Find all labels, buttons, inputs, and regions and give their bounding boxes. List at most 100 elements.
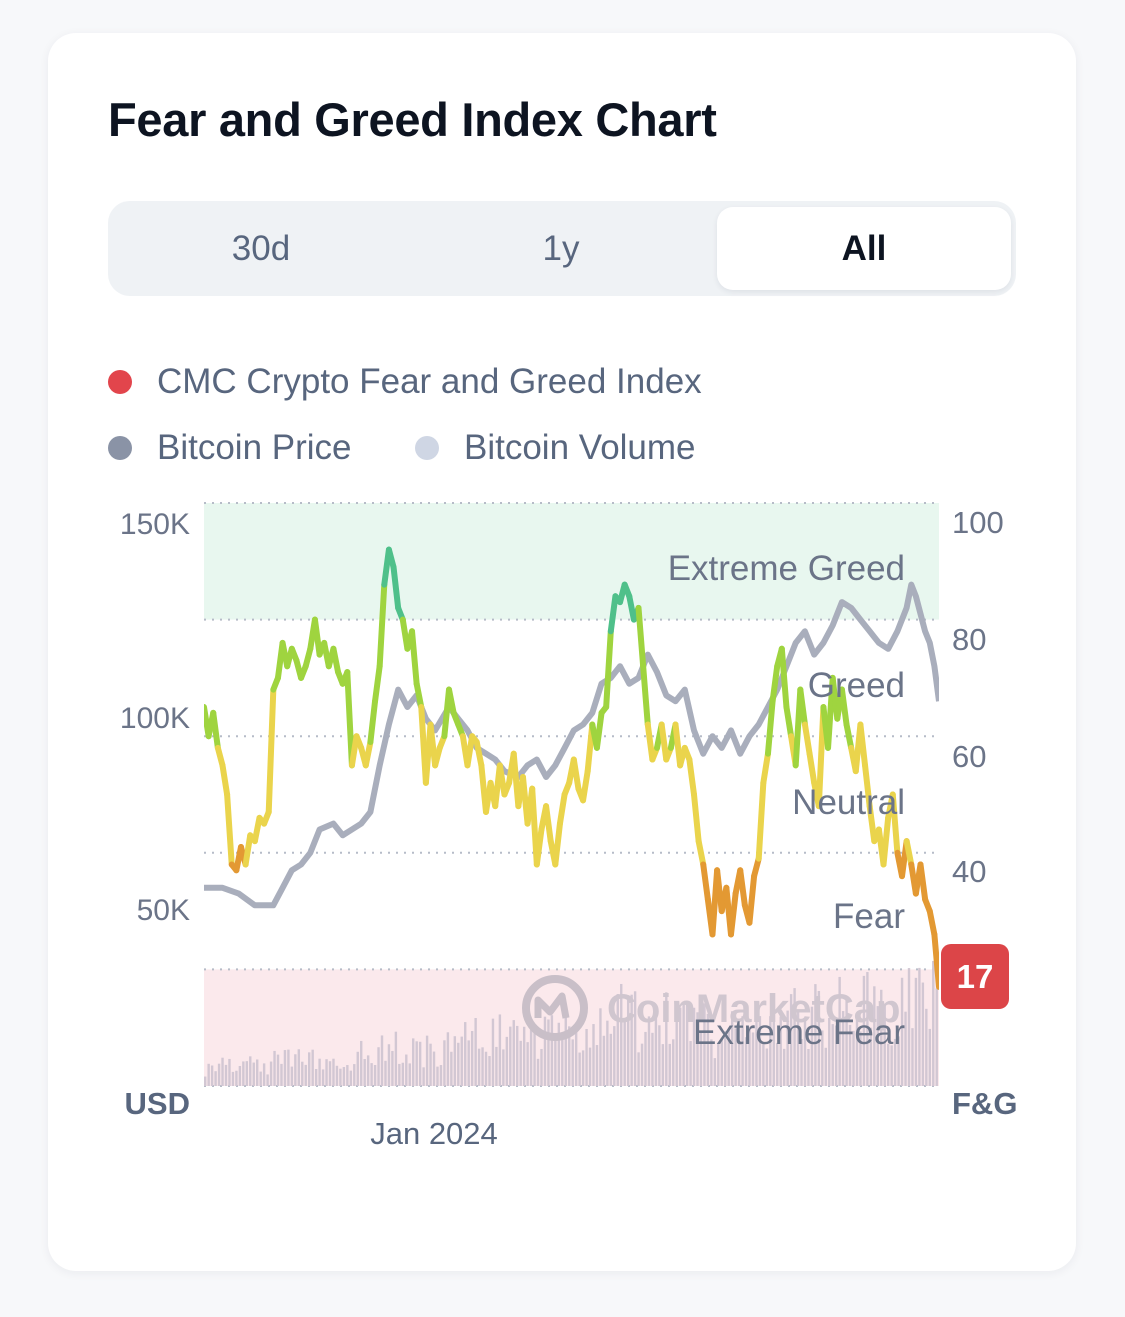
volume-bar: [845, 999, 848, 1086]
fng-segment: [838, 686, 850, 728]
volume-bar: [412, 1038, 415, 1086]
fng-segment: [931, 931, 939, 990]
fng-segment: [344, 669, 355, 769]
volume-bar: [536, 1058, 540, 1086]
fng-segment: [862, 762, 873, 810]
volume-bar: [855, 1017, 859, 1086]
red-dot-icon: [108, 370, 132, 394]
volume-bar: [918, 967, 921, 1086]
volume-bar: [439, 1065, 443, 1086]
volume-bar: [841, 1011, 845, 1086]
volume-bar: [606, 1020, 609, 1086]
volume-bar: [287, 1049, 290, 1086]
volume-bar: [450, 1051, 453, 1086]
volume-bar: [408, 1063, 411, 1086]
fng-segment: [751, 855, 762, 880]
volume-bar: [893, 1038, 897, 1086]
volume-bar: [613, 1026, 616, 1086]
volume-bar: [366, 1055, 370, 1086]
volume-bar: [235, 1070, 238, 1086]
tab-all[interactable]: All: [717, 207, 1011, 290]
left-axis-tick: 100K: [120, 702, 190, 735]
fng-segment: [570, 756, 582, 792]
legend-price[interactable]: Bitcoin Price: [108, 428, 352, 468]
volume-bar: [207, 1063, 210, 1086]
volume-bar: [897, 1036, 900, 1086]
fng-segment: [691, 791, 702, 845]
volume-bar: [360, 1040, 363, 1086]
volume-bar: [370, 1063, 373, 1086]
volume-bar: [547, 1019, 550, 1086]
volume-bar: [356, 1051, 359, 1086]
volume-bar: [904, 1011, 907, 1086]
volume-bar: [522, 1026, 526, 1086]
page-title: Fear and Greed Index Chart: [108, 93, 717, 146]
volume-bar: [782, 1048, 786, 1086]
left-axis-unit: USD: [125, 1086, 190, 1121]
x-axis-label: Jan 2024: [370, 1116, 498, 1151]
fng-segment: [362, 739, 374, 769]
volume-bar: [540, 1048, 543, 1086]
fng-segment: [746, 873, 758, 926]
volume-bar: [259, 1071, 262, 1086]
fng-segment: [413, 680, 425, 711]
fng-segment: [760, 750, 771, 786]
volume-bar: [911, 1028, 914, 1086]
volume-bar: [311, 1049, 314, 1086]
volume-bar: [651, 1032, 654, 1086]
fng-segment: [695, 838, 707, 868]
light-gray-dot-icon: [415, 436, 439, 460]
fng-segment: [432, 744, 443, 769]
volume-bar: [228, 1058, 231, 1086]
volume-bar: [578, 1052, 581, 1086]
volume-bar: [571, 1039, 574, 1086]
volume-bar: [224, 1064, 228, 1086]
volume-bar: [210, 1065, 214, 1086]
volume-bar: [564, 1007, 567, 1086]
volume-bar: [869, 1027, 873, 1086]
fng-segment: [926, 908, 938, 938]
volume-bar: [724, 1031, 727, 1086]
fng-segment: [242, 832, 254, 868]
tab-30d[interactable]: 30d: [231, 228, 291, 268]
volume-bar: [848, 1024, 852, 1086]
volume-bar: [744, 1037, 748, 1086]
legend-volume[interactable]: Bitcoin Volume: [415, 428, 696, 468]
fng-segment: [737, 867, 748, 909]
volume-bar: [214, 1071, 217, 1086]
volume-bar: [703, 1003, 706, 1086]
fng-segment: [385, 546, 397, 571]
badge-bg: [941, 944, 1009, 1009]
fng-segment: [603, 628, 614, 711]
volume-bar: [495, 1046, 498, 1086]
fng-segment: [219, 762, 231, 798]
volume-bar: [384, 1060, 387, 1086]
volume-bar: [377, 1047, 380, 1086]
volume-bar: [810, 1006, 814, 1086]
volume-bar: [280, 1063, 283, 1086]
legend-fng[interactable]: CMC Crypto Fear and Greed Index: [108, 362, 702, 402]
fng-segment: [302, 645, 314, 670]
volume-bar: [519, 1040, 522, 1086]
fng-segment: [843, 721, 855, 751]
volume-bar: [876, 1006, 879, 1086]
volume-bar: [401, 1062, 405, 1086]
volume-bar: [415, 1041, 418, 1086]
volume-bar: [290, 1066, 294, 1086]
volume-bar: [457, 1042, 460, 1086]
volume-bar: [498, 1014, 502, 1086]
tab-1y[interactable]: 1y: [542, 228, 580, 268]
volume-bar: [925, 1008, 928, 1086]
volume-bar: [470, 1030, 474, 1086]
volume-bar: [838, 976, 841, 1086]
volume-bar: [734, 1028, 737, 1086]
fng-segment: [889, 791, 901, 856]
volume-bar: [328, 1061, 332, 1086]
right-axis-unit: F&G: [952, 1086, 1017, 1121]
volume-bar: [581, 1050, 585, 1086]
volume-bar: [595, 1045, 599, 1086]
current-value-text: 17: [957, 958, 994, 995]
volume-bar: [467, 1040, 470, 1086]
fng-segment: [376, 581, 388, 670]
